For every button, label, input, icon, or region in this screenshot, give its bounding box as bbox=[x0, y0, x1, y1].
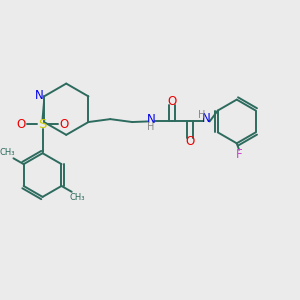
Text: H: H bbox=[198, 110, 206, 120]
Text: CH₃: CH₃ bbox=[70, 193, 85, 202]
Text: O: O bbox=[167, 95, 177, 108]
Text: F: F bbox=[236, 148, 243, 161]
Text: H: H bbox=[147, 122, 155, 132]
Text: N: N bbox=[147, 112, 155, 126]
Text: N: N bbox=[202, 112, 211, 125]
Text: CH₃: CH₃ bbox=[0, 148, 15, 157]
Text: O: O bbox=[17, 118, 26, 130]
Text: N: N bbox=[35, 89, 44, 102]
Text: O: O bbox=[185, 135, 195, 148]
Text: S: S bbox=[38, 118, 47, 130]
Text: O: O bbox=[59, 118, 68, 130]
